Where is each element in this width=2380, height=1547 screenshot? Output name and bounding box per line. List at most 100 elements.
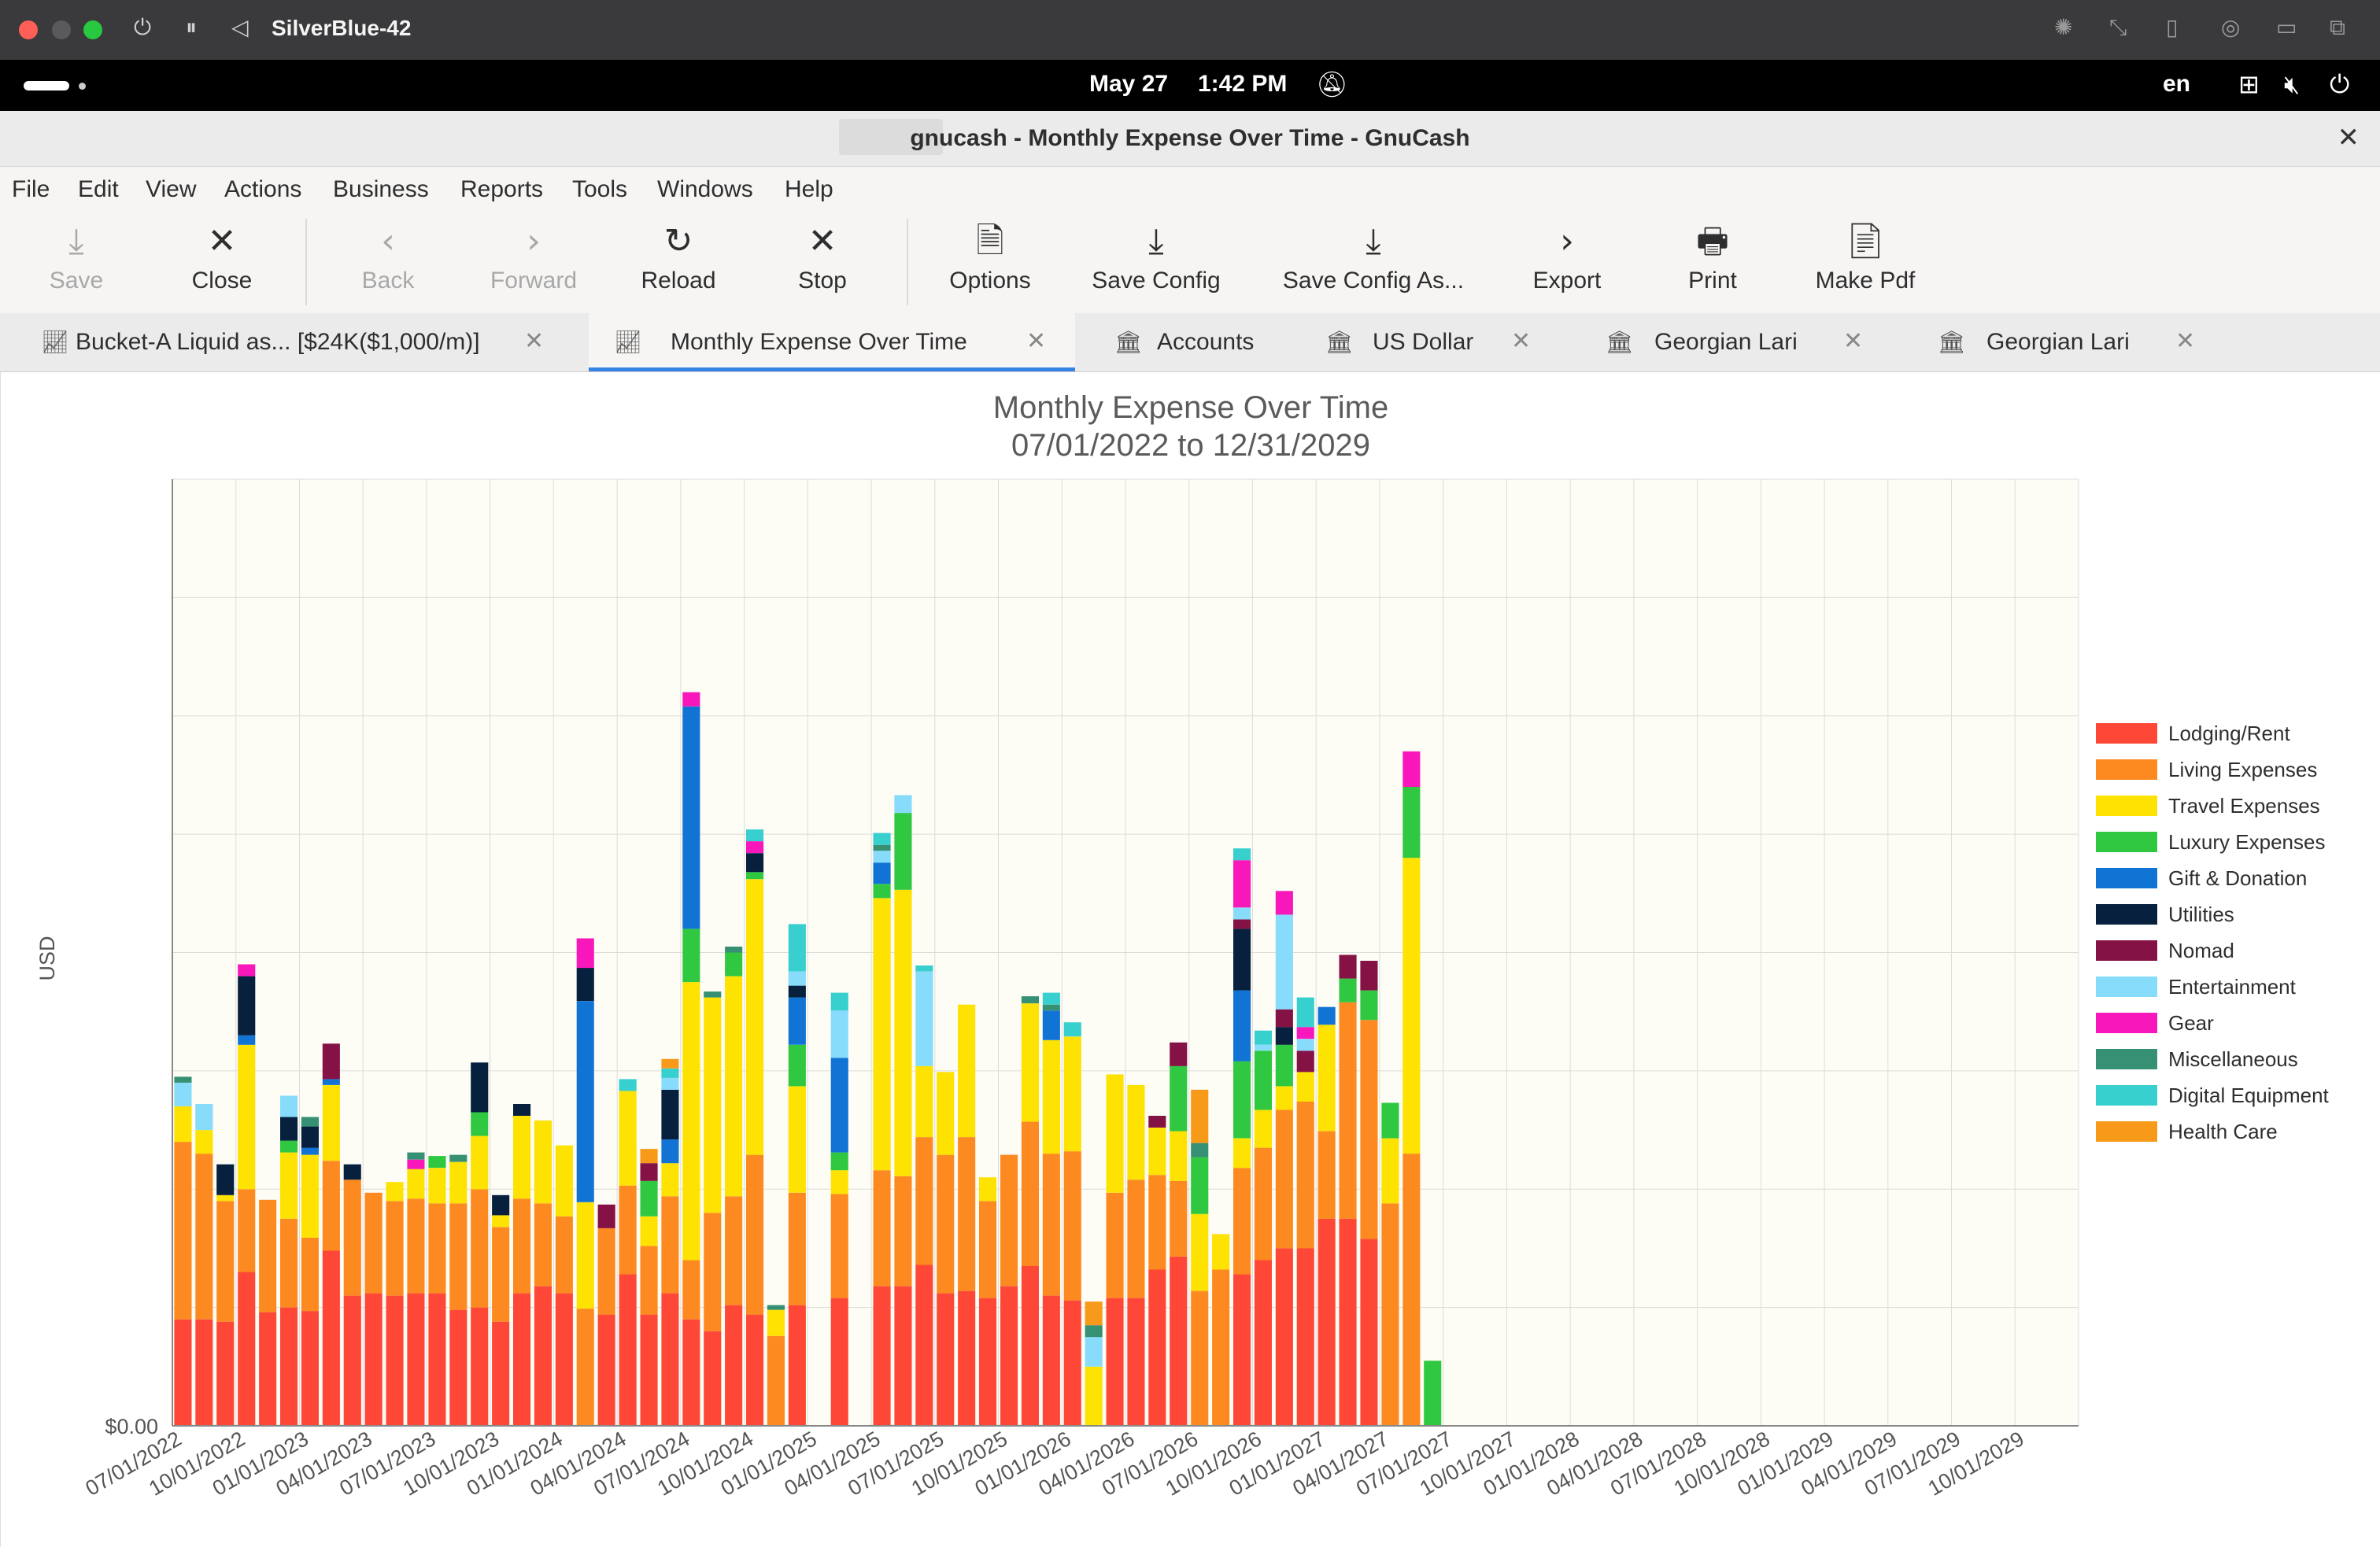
vm-toolbar: ⏻ ⏸ ◁ SilverBlue-42 ✺ ⤡ ▯ ◎ ▭ ⧉: [0, 0, 2380, 60]
bar-segment: [364, 1192, 382, 1294]
bar-segment: [195, 1319, 213, 1426]
bar-segment: [492, 1321, 510, 1426]
tab-georgian-lari-2[interactable]: 🏛︎ Georgian Lari ✕: [1930, 313, 2197, 371]
menu-help[interactable]: Help: [785, 176, 833, 202]
bar-segment: [1296, 1050, 1314, 1073]
volume-muted-icon[interactable]: 🔇︎: [2284, 69, 2301, 99]
forward-button[interactable]: › Forward: [479, 211, 589, 313]
bar-segment: [1127, 1084, 1145, 1180]
bar-segment: [830, 992, 848, 1011]
options-button[interactable]: 🗎︎ Options: [937, 211, 1044, 313]
vm-zoom-button[interactable]: [83, 20, 102, 39]
bar-segment: [1275, 1086, 1293, 1110]
menu-view[interactable]: View: [146, 176, 197, 202]
back-icon[interactable]: ◁: [231, 14, 249, 40]
tab-label: US Dollar: [1373, 329, 1474, 355]
legend-swatch: [2096, 1013, 2157, 1033]
bar-segment: [1424, 1361, 1442, 1426]
close-button[interactable]: ✕ Close: [175, 211, 269, 313]
menu-tools[interactable]: Tools: [572, 176, 628, 202]
menu-reports[interactable]: Reports: [460, 176, 544, 202]
tab-close-icon[interactable]: ✕: [524, 327, 545, 355]
usb-icon[interactable]: ▯: [2166, 14, 2179, 40]
bar-segment: [534, 1286, 552, 1426]
menu-business[interactable]: Business: [333, 176, 429, 202]
bar-segment: [873, 898, 891, 1171]
bar-segment: [915, 971, 933, 1066]
legend-swatch: [2096, 796, 2157, 816]
menu-actions[interactable]: Actions: [224, 176, 302, 202]
window-close-icon[interactable]: ✕: [2337, 122, 2360, 153]
bar-segment: [1296, 1102, 1314, 1249]
save-config-button[interactable]: ⤓ Save Config: [1083, 211, 1229, 313]
chart-bars: [174, 692, 1442, 1426]
notifications-off-icon[interactable]: 🔕︎: [1316, 69, 1348, 99]
pause-icon[interactable]: ⏸: [186, 14, 198, 40]
bar-segment: [238, 976, 256, 1036]
vm-minimize-button[interactable]: [52, 20, 71, 39]
tab-georgian-lari-1[interactable]: 🏛︎ Georgian Lari ✕: [1598, 313, 1865, 371]
bar-segment: [1106, 1192, 1124, 1298]
menu-edit[interactable]: Edit: [78, 176, 119, 202]
bar-segment: [1254, 1147, 1272, 1261]
power-icon[interactable]: ⏻: [2330, 69, 2350, 99]
power-icon[interactable]: ⏻: [134, 14, 152, 40]
bar-segment: [1275, 1248, 1293, 1426]
legend-label: Health Care: [2168, 1120, 2278, 1143]
bar-segment: [174, 1319, 192, 1426]
bar-segment: [1212, 1234, 1230, 1270]
bar-segment: [1254, 1030, 1272, 1045]
save-button[interactable]: ⤓ Save: [31, 211, 121, 313]
clock-time[interactable]: 1:42 PM: [1198, 71, 1288, 97]
back-button[interactable]: ‹ Back: [342, 211, 434, 313]
print-button[interactable]: 🖶︎ Print: [1672, 211, 1754, 313]
bar-segment: [280, 1140, 298, 1153]
tab-close-icon[interactable]: ✕: [1026, 327, 1047, 355]
save-config-as-label: Save Config As...: [1282, 268, 1465, 294]
menu-file[interactable]: File: [12, 176, 50, 202]
folder-icon[interactable]: ▭: [2276, 14, 2297, 40]
legend-label: Travel Expenses: [2168, 794, 2320, 818]
bar-segment: [1063, 1151, 1081, 1301]
menu-windows[interactable]: Windows: [657, 176, 753, 202]
stop-button[interactable]: ✕ Stop: [779, 211, 866, 313]
reload-button[interactable]: ↻ Reload: [630, 211, 727, 313]
tab-monthly-expense[interactable]: 📈︎ Monthly Expense Over Time ✕: [589, 313, 1075, 371]
bar-segment: [746, 829, 764, 842]
input-language[interactable]: en: [2163, 71, 2191, 97]
windows-icon[interactable]: ⧉: [2330, 14, 2345, 40]
tab-close-icon[interactable]: ✕: [1843, 327, 1864, 355]
activities-icon[interactable]: [24, 81, 69, 90]
bar-segment: [216, 1321, 235, 1426]
bar-segment: [174, 1082, 192, 1106]
bar-segment: [1042, 1010, 1060, 1040]
tab-bucket-a[interactable]: 📈︎ Bucket-A Liquid as... [$24K($1,000/m)…: [0, 313, 582, 371]
bar-segment: [555, 1145, 573, 1217]
network-icon[interactable]: ⊞: [2238, 69, 2260, 99]
bar-segment: [492, 1194, 510, 1216]
bar-segment: [322, 1043, 340, 1080]
bar-segment: [830, 1194, 848, 1298]
brightness-icon[interactable]: ✺: [2054, 14, 2073, 40]
bar-segment: [661, 1139, 679, 1164]
tab-us-dollar[interactable]: 🏛︎ US Dollar ✕: [1316, 313, 1552, 371]
clock-date[interactable]: May 27: [1089, 71, 1169, 97]
vm-close-button[interactable]: [19, 20, 38, 39]
bar-segment: [407, 1198, 425, 1294]
tab-close-icon[interactable]: ✕: [2175, 327, 2196, 355]
resize-icon[interactable]: ⤡: [2109, 14, 2127, 40]
bar-segment: [1127, 1298, 1145, 1426]
make-pdf-button[interactable]: 📄︎ Make Pdf: [1802, 211, 1928, 313]
save-config-as-button[interactable]: ⤓ Save Config As...: [1275, 211, 1472, 313]
bar-segment: [428, 1168, 446, 1204]
bar-segment: [576, 938, 594, 969]
export-button[interactable]: › Export: [1516, 211, 1618, 313]
bar-segment: [640, 1314, 658, 1426]
tab-accounts[interactable]: 🏛︎ Accounts: [1102, 313, 1306, 371]
network-icon[interactable]: ◎: [2221, 14, 2241, 40]
bar-segment: [1275, 1027, 1293, 1045]
bar-segment: [725, 976, 743, 1197]
tab-close-icon[interactable]: ✕: [1511, 327, 1532, 355]
bank-icon: 🏛︎: [1938, 329, 1966, 355]
bar-segment: [788, 985, 806, 998]
